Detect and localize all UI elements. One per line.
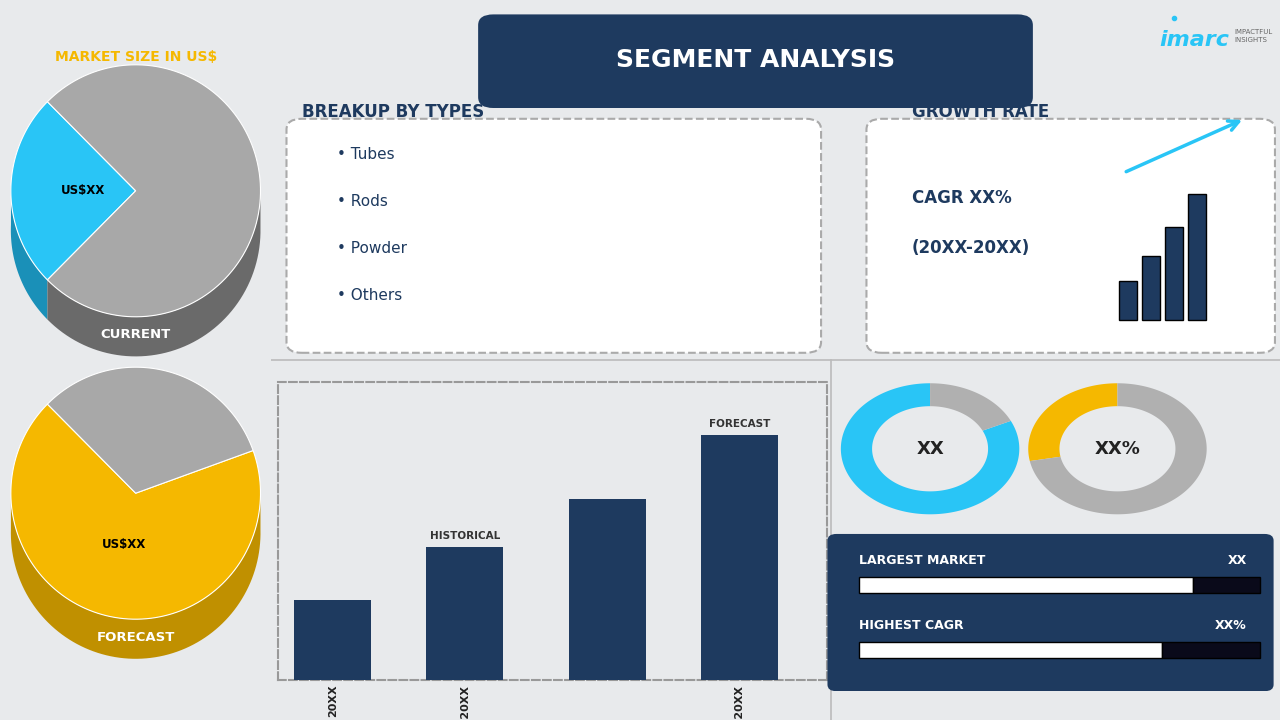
Polygon shape bbox=[10, 490, 261, 659]
FancyBboxPatch shape bbox=[859, 577, 1193, 593]
Text: SEGMENT ANALYSIS: SEGMENT ANALYSIS bbox=[616, 48, 895, 73]
Bar bbox=[570, 499, 646, 680]
Polygon shape bbox=[1030, 383, 1207, 514]
Bar bbox=[701, 435, 778, 680]
Text: CURRENT: CURRENT bbox=[101, 328, 170, 341]
Polygon shape bbox=[10, 185, 47, 320]
Text: LARGEST MARKET: LARGEST MARKET bbox=[859, 554, 986, 567]
Bar bbox=[426, 547, 503, 680]
Text: XX: XX bbox=[916, 440, 943, 458]
Text: XX%: XX% bbox=[1094, 440, 1140, 458]
Polygon shape bbox=[1028, 383, 1117, 461]
Text: • Others: • Others bbox=[337, 288, 402, 302]
Text: MARKET SIZE IN US$: MARKET SIZE IN US$ bbox=[55, 50, 216, 64]
Text: • Tubes: • Tubes bbox=[337, 148, 394, 162]
Polygon shape bbox=[47, 367, 253, 493]
Text: XX%: XX% bbox=[1215, 619, 1247, 632]
FancyBboxPatch shape bbox=[867, 119, 1275, 353]
Polygon shape bbox=[931, 383, 1011, 431]
Text: IMPACTFUL
INSIGHTS: IMPACTFUL INSIGHTS bbox=[1235, 30, 1272, 42]
Text: BREAKUP BY TYPES: BREAKUP BY TYPES bbox=[302, 102, 484, 120]
Polygon shape bbox=[47, 189, 261, 356]
Polygon shape bbox=[10, 404, 261, 619]
FancyBboxPatch shape bbox=[1165, 227, 1183, 320]
FancyBboxPatch shape bbox=[1188, 194, 1206, 320]
Text: (20XX-20XX): (20XX-20XX) bbox=[911, 239, 1030, 257]
Text: • Powder: • Powder bbox=[337, 241, 407, 256]
Text: FORECAST: FORECAST bbox=[96, 631, 175, 644]
FancyBboxPatch shape bbox=[1162, 642, 1261, 658]
FancyBboxPatch shape bbox=[1142, 256, 1160, 320]
Bar bbox=[294, 600, 371, 680]
Text: • Rods: • Rods bbox=[337, 194, 388, 209]
Text: XX: XX bbox=[1228, 554, 1247, 567]
Text: US$XX: US$XX bbox=[102, 539, 146, 552]
FancyBboxPatch shape bbox=[1193, 577, 1261, 593]
Polygon shape bbox=[841, 383, 1019, 514]
Text: US$XX: US$XX bbox=[61, 184, 105, 197]
Text: CAGR XX%: CAGR XX% bbox=[911, 189, 1011, 207]
Text: FORECAST: FORECAST bbox=[709, 419, 771, 429]
FancyBboxPatch shape bbox=[1119, 281, 1137, 320]
Text: HISTORICAL: HISTORICAL bbox=[430, 531, 499, 541]
FancyBboxPatch shape bbox=[859, 642, 1162, 658]
FancyBboxPatch shape bbox=[827, 534, 1274, 691]
Text: GROWTH RATE: GROWTH RATE bbox=[911, 102, 1050, 120]
Text: imarc: imarc bbox=[1158, 30, 1229, 50]
Text: HIGHEST CAGR: HIGHEST CAGR bbox=[859, 619, 964, 632]
Polygon shape bbox=[10, 102, 136, 280]
FancyBboxPatch shape bbox=[287, 119, 820, 353]
FancyArrowPatch shape bbox=[1126, 121, 1239, 171]
FancyBboxPatch shape bbox=[479, 14, 1033, 108]
Polygon shape bbox=[47, 65, 261, 317]
